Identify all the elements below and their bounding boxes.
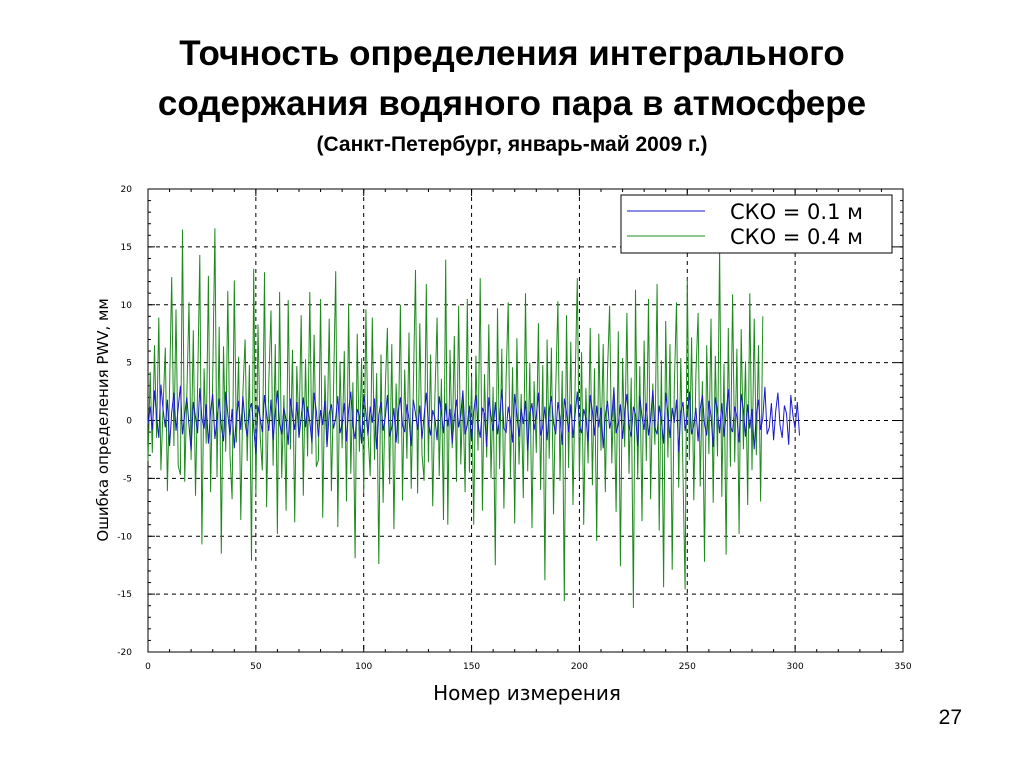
legend-box (620, 194, 893, 254)
slide-title-line-2: содержания водяного пара в атмосфере (157, 84, 867, 123)
slide-subtitle: (Санкт-Петербург, январь-май 2009 г.) (316, 133, 708, 156)
grid-lines (148, 189, 903, 652)
x-tick-label: 200 (571, 662, 588, 672)
legend-label-series-2: СКО = 0.4 м (730, 225, 863, 249)
y-tick-label: -5 (123, 474, 132, 484)
x-tick-label: 250 (679, 662, 696, 672)
legend: СКО = 0.1 м СКО = 0.4 м (620, 194, 893, 254)
x-axis-label: Номер измерения (433, 681, 621, 705)
x-tick-label: 300 (787, 662, 804, 672)
y-tick-label: -10 (117, 532, 132, 542)
y-tick-label: 10 (121, 301, 133, 311)
y-tick-marks: -20 -15 -10 -5 0 5 10 15 20 (117, 185, 903, 658)
y-tick-label: 15 (121, 243, 132, 253)
x-tick-label: 350 (894, 662, 911, 672)
page-number: 27 (938, 706, 962, 729)
slide-title-line-1: Точность определения интегрального (179, 34, 845, 73)
x-tick-label: 0 (145, 662, 151, 672)
y-axis-label: Ошибка определения PWV, мм (94, 298, 112, 541)
x-tick-label: 50 (250, 662, 262, 672)
y-tick-label: -20 (117, 648, 132, 658)
legend-label-series-1: СКО = 0.1 м (730, 200, 863, 224)
y-tick-label: 5 (126, 359, 132, 369)
y-tick-label: 0 (126, 417, 132, 427)
series-lines (147, 228, 800, 609)
y-tick-label: 20 (121, 185, 133, 195)
x-tick-label: 100 (355, 662, 372, 672)
x-tick-label: 150 (463, 662, 480, 672)
x-tick-marks: 0 50 100 150 200 250 300 350 (145, 189, 912, 672)
y-tick-label: -15 (117, 590, 132, 600)
series-line-sko-0-1 (147, 384, 800, 455)
